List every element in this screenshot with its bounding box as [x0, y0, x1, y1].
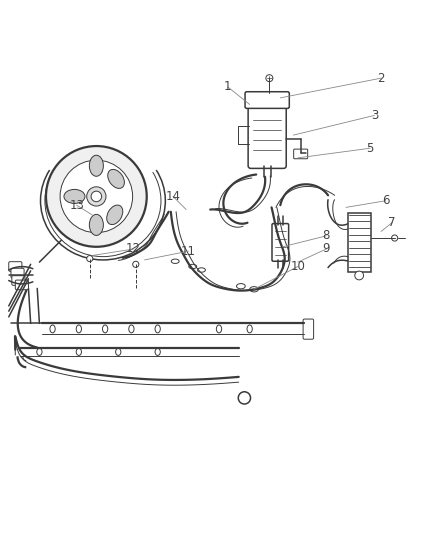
- Ellipse shape: [102, 325, 108, 333]
- Ellipse shape: [76, 325, 81, 333]
- Circle shape: [133, 261, 139, 268]
- Ellipse shape: [76, 349, 81, 356]
- Circle shape: [91, 191, 102, 201]
- Text: 9: 9: [322, 243, 330, 255]
- Ellipse shape: [89, 155, 103, 176]
- Ellipse shape: [171, 259, 179, 263]
- FancyBboxPatch shape: [15, 280, 28, 290]
- Text: 6: 6: [381, 195, 389, 207]
- Ellipse shape: [237, 284, 245, 289]
- Text: 3: 3: [371, 109, 378, 122]
- Ellipse shape: [250, 287, 258, 292]
- FancyBboxPatch shape: [248, 102, 286, 168]
- FancyBboxPatch shape: [272, 223, 289, 261]
- FancyBboxPatch shape: [9, 262, 22, 271]
- FancyBboxPatch shape: [348, 213, 371, 272]
- Text: 11: 11: [181, 245, 196, 257]
- Circle shape: [87, 187, 106, 206]
- Ellipse shape: [37, 349, 42, 356]
- Ellipse shape: [116, 349, 121, 356]
- Text: 1: 1: [224, 80, 232, 93]
- Ellipse shape: [247, 325, 252, 333]
- FancyBboxPatch shape: [12, 276, 25, 285]
- Ellipse shape: [198, 268, 205, 272]
- FancyBboxPatch shape: [11, 268, 24, 278]
- Ellipse shape: [129, 325, 134, 333]
- Circle shape: [238, 392, 251, 404]
- Circle shape: [392, 235, 398, 241]
- Circle shape: [60, 160, 133, 233]
- Text: 5: 5: [367, 142, 374, 155]
- Ellipse shape: [189, 264, 197, 269]
- Ellipse shape: [108, 169, 124, 188]
- Ellipse shape: [50, 325, 55, 333]
- Ellipse shape: [155, 349, 160, 356]
- Ellipse shape: [64, 189, 85, 204]
- Text: 12: 12: [126, 243, 141, 255]
- Text: 14: 14: [166, 190, 180, 203]
- FancyBboxPatch shape: [293, 149, 307, 159]
- Ellipse shape: [216, 325, 222, 333]
- Ellipse shape: [155, 325, 160, 333]
- Circle shape: [355, 271, 364, 280]
- Circle shape: [266, 75, 273, 82]
- FancyBboxPatch shape: [303, 319, 314, 339]
- FancyBboxPatch shape: [245, 92, 289, 108]
- Text: 8: 8: [323, 229, 330, 243]
- Text: 7: 7: [388, 216, 396, 229]
- Text: 2: 2: [377, 71, 385, 85]
- Text: 10: 10: [290, 260, 305, 273]
- Ellipse shape: [107, 205, 123, 224]
- Circle shape: [46, 146, 147, 247]
- Circle shape: [87, 255, 93, 262]
- Ellipse shape: [89, 214, 103, 236]
- Text: 13: 13: [69, 199, 84, 212]
